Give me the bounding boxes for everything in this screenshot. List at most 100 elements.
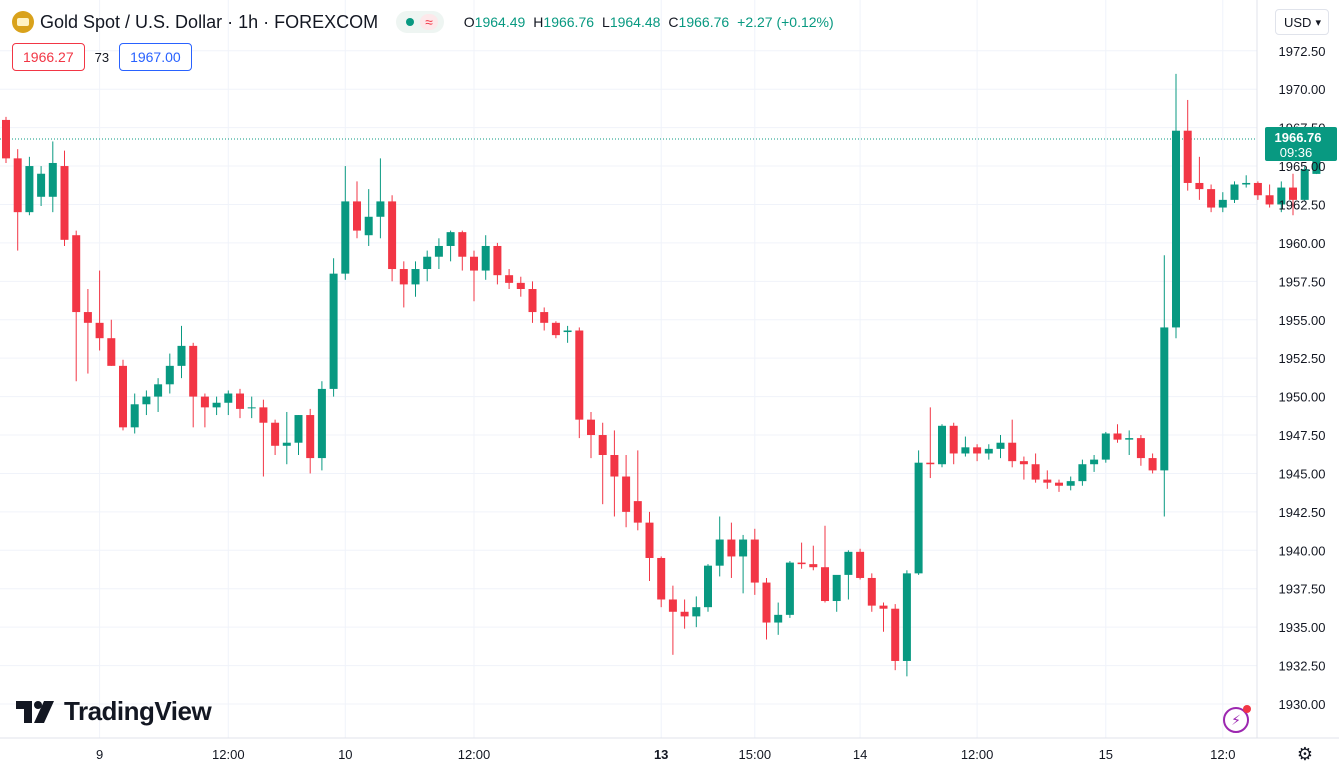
candle[interactable] [1265, 184, 1274, 208]
candle[interactable] [25, 156, 34, 216]
candle[interactable] [949, 422, 958, 465]
candle[interactable] [1253, 181, 1262, 200]
candle[interactable] [224, 390, 233, 416]
candle[interactable] [1172, 73, 1180, 339]
candle[interactable] [83, 289, 92, 374]
candle[interactable] [505, 269, 514, 290]
candle[interactable] [832, 574, 841, 612]
buy-ask-button[interactable]: 1967.00 [119, 43, 192, 71]
candle[interactable] [856, 548, 865, 580]
candle[interactable] [200, 393, 209, 428]
candle[interactable] [306, 408, 315, 474]
symbol-title[interactable]: Gold Spot / U.S. Dollar · 1h · FOREXCOM [40, 11, 379, 32]
candle[interactable] [622, 455, 631, 528]
candle[interactable] [598, 422, 607, 505]
candle[interactable] [1125, 430, 1134, 456]
candle[interactable] [1031, 453, 1040, 483]
candle[interactable] [1148, 453, 1157, 474]
candle[interactable] [1277, 181, 1286, 213]
candle[interactable] [610, 430, 619, 517]
candle[interactable] [996, 435, 1005, 459]
candle[interactable] [645, 511, 654, 582]
candle[interactable] [750, 528, 759, 595]
candle[interactable] [809, 545, 818, 571]
candle[interactable] [914, 450, 923, 575]
candle[interactable] [399, 261, 408, 308]
candle[interactable] [844, 550, 853, 600]
candle[interactable] [72, 230, 81, 382]
candle[interactable] [341, 166, 350, 280]
candle[interactable] [446, 230, 455, 262]
candle[interactable] [119, 359, 127, 431]
candle[interactable] [282, 411, 291, 465]
candle[interactable] [48, 141, 57, 213]
candle[interactable] [797, 542, 806, 569]
candle[interactable] [37, 166, 46, 207]
candle[interactable] [1207, 184, 1216, 213]
candle[interactable] [1066, 476, 1075, 491]
candle[interactable] [540, 307, 549, 331]
candle[interactable] [926, 407, 935, 479]
candle[interactable] [680, 599, 689, 629]
candle[interactable] [376, 158, 385, 239]
candle[interactable] [867, 573, 876, 612]
candle[interactable] [154, 378, 163, 412]
candle[interactable] [1242, 175, 1251, 188]
candle[interactable] [142, 390, 151, 416]
candle[interactable] [1218, 192, 1227, 213]
candle[interactable] [388, 195, 397, 282]
candle[interactable] [13, 149, 22, 251]
candle[interactable] [891, 604, 900, 671]
candle[interactable] [563, 325, 572, 343]
candle[interactable] [1090, 455, 1099, 472]
candle[interactable] [60, 150, 69, 246]
candle[interactable] [657, 556, 666, 608]
candle[interactable] [1160, 255, 1169, 517]
candle[interactable] [973, 444, 982, 462]
candle[interactable] [212, 396, 221, 416]
candle[interactable] [774, 602, 783, 635]
candle[interactable] [633, 450, 642, 531]
candle[interactable] [551, 321, 560, 339]
candle[interactable] [177, 325, 186, 379]
candle[interactable] [984, 444, 993, 460]
candle[interactable] [1113, 424, 1122, 443]
candle[interactable] [528, 281, 537, 323]
candle[interactable] [762, 577, 771, 640]
candle[interactable] [1043, 470, 1052, 489]
candle[interactable] [727, 522, 736, 578]
candle[interactable] [236, 388, 244, 419]
candle[interactable] [1183, 99, 1192, 191]
candle[interactable] [938, 424, 946, 468]
candle[interactable] [317, 381, 326, 471]
market-status-pill[interactable]: ≈ [396, 11, 444, 33]
sell-bid-button[interactable]: 1966.27 [12, 43, 85, 71]
candle[interactable] [247, 396, 256, 419]
candle[interactable] [821, 525, 829, 603]
candle[interactable] [1230, 181, 1239, 203]
candle[interactable] [259, 399, 268, 477]
candle[interactable] [481, 235, 490, 280]
candle[interactable] [1008, 419, 1017, 468]
candle[interactable] [1300, 166, 1309, 202]
candle[interactable] [692, 596, 701, 628]
candle[interactable] [2, 116, 10, 163]
candle[interactable] [587, 411, 595, 459]
candle[interactable] [575, 327, 584, 439]
candle[interactable] [879, 602, 888, 632]
candle[interactable] [353, 181, 361, 239]
candle[interactable] [1078, 459, 1087, 486]
candle[interactable] [107, 319, 116, 366]
candle[interactable] [516, 276, 525, 297]
candle[interactable] [271, 419, 280, 456]
currency-select[interactable]: USD [1275, 9, 1329, 36]
candle[interactable] [470, 250, 478, 302]
candle[interactable] [739, 534, 748, 594]
candle[interactable] [294, 415, 303, 456]
candle[interactable] [165, 353, 174, 394]
candle[interactable] [785, 561, 794, 618]
candle[interactable] [1195, 156, 1204, 200]
candle[interactable] [411, 261, 420, 297]
lightning-icon[interactable]: ⚡ [1223, 705, 1251, 733]
